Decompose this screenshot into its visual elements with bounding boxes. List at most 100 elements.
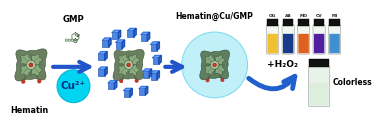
Text: OG: OG <box>269 14 276 18</box>
Circle shape <box>57 70 90 103</box>
Bar <box>139 89 145 95</box>
Polygon shape <box>108 38 111 47</box>
Polygon shape <box>141 32 150 35</box>
Circle shape <box>213 63 217 67</box>
FancyBboxPatch shape <box>310 83 328 105</box>
FancyBboxPatch shape <box>282 25 294 54</box>
Circle shape <box>26 60 36 70</box>
Polygon shape <box>105 52 107 60</box>
Polygon shape <box>116 40 125 42</box>
Polygon shape <box>114 80 117 89</box>
Bar <box>310 59 329 68</box>
Polygon shape <box>21 64 32 76</box>
FancyBboxPatch shape <box>328 25 341 54</box>
Text: GMP: GMP <box>63 15 84 24</box>
Polygon shape <box>102 38 111 40</box>
Bar <box>143 72 149 78</box>
Text: Cu²⁺: Cu²⁺ <box>61 81 86 91</box>
Polygon shape <box>129 54 139 66</box>
Circle shape <box>211 61 219 69</box>
Text: Colorless: Colorless <box>333 78 372 87</box>
Polygon shape <box>153 55 161 58</box>
Circle shape <box>206 79 209 82</box>
Polygon shape <box>159 55 161 64</box>
Polygon shape <box>205 64 215 75</box>
Polygon shape <box>122 40 125 49</box>
Bar <box>153 58 159 64</box>
Polygon shape <box>157 42 160 51</box>
Bar <box>329 20 340 26</box>
Text: AB: AB <box>285 14 291 18</box>
Polygon shape <box>149 69 152 78</box>
Text: Hematin: Hematin <box>10 106 48 115</box>
Polygon shape <box>119 54 129 66</box>
Circle shape <box>182 32 248 98</box>
Bar <box>298 20 309 26</box>
FancyBboxPatch shape <box>314 34 324 53</box>
Text: PB: PB <box>331 14 338 18</box>
Polygon shape <box>143 69 152 71</box>
FancyBboxPatch shape <box>298 34 309 53</box>
Polygon shape <box>124 88 132 91</box>
Bar <box>108 83 114 89</box>
Bar <box>150 44 157 51</box>
Circle shape <box>22 80 25 84</box>
Circle shape <box>124 60 133 69</box>
FancyBboxPatch shape <box>268 34 278 53</box>
Polygon shape <box>130 88 132 97</box>
Circle shape <box>71 39 74 42</box>
Text: CV: CV <box>316 14 322 18</box>
Bar <box>98 70 105 76</box>
Polygon shape <box>31 54 42 66</box>
Polygon shape <box>139 86 148 89</box>
FancyBboxPatch shape <box>297 25 310 54</box>
Polygon shape <box>21 54 32 66</box>
Polygon shape <box>113 49 144 80</box>
Text: MO: MO <box>299 14 308 18</box>
Circle shape <box>127 63 130 67</box>
Polygon shape <box>134 28 136 37</box>
Circle shape <box>68 39 71 42</box>
FancyBboxPatch shape <box>266 25 279 54</box>
Circle shape <box>119 79 123 83</box>
Polygon shape <box>150 71 160 73</box>
Polygon shape <box>215 55 225 66</box>
Circle shape <box>29 63 33 67</box>
Polygon shape <box>105 67 107 76</box>
Bar <box>150 73 157 80</box>
Bar <box>112 33 118 39</box>
Polygon shape <box>215 64 225 75</box>
Polygon shape <box>98 67 107 70</box>
Circle shape <box>135 79 138 82</box>
Polygon shape <box>118 30 121 39</box>
Circle shape <box>65 39 68 42</box>
FancyBboxPatch shape <box>308 66 330 106</box>
Circle shape <box>37 80 41 83</box>
Bar <box>141 35 147 41</box>
Polygon shape <box>205 55 215 66</box>
FancyBboxPatch shape <box>313 25 325 54</box>
Polygon shape <box>112 30 121 33</box>
FancyBboxPatch shape <box>329 34 340 53</box>
Polygon shape <box>147 32 150 41</box>
Text: +H₂O₂: +H₂O₂ <box>267 60 298 69</box>
Bar <box>127 31 134 37</box>
Polygon shape <box>119 64 129 76</box>
Polygon shape <box>150 42 160 44</box>
Bar <box>314 20 324 26</box>
Polygon shape <box>31 64 42 76</box>
Polygon shape <box>108 80 117 83</box>
Bar <box>283 20 293 26</box>
Polygon shape <box>157 71 160 80</box>
Bar <box>102 40 108 47</box>
FancyBboxPatch shape <box>283 34 293 53</box>
Bar <box>124 91 130 97</box>
Polygon shape <box>15 49 47 81</box>
Circle shape <box>221 78 224 82</box>
Polygon shape <box>200 50 229 80</box>
Bar <box>116 42 122 49</box>
Polygon shape <box>127 28 136 31</box>
Polygon shape <box>129 64 139 76</box>
Polygon shape <box>73 39 77 42</box>
Text: Hematin@Cu/GMP: Hematin@Cu/GMP <box>176 12 254 21</box>
